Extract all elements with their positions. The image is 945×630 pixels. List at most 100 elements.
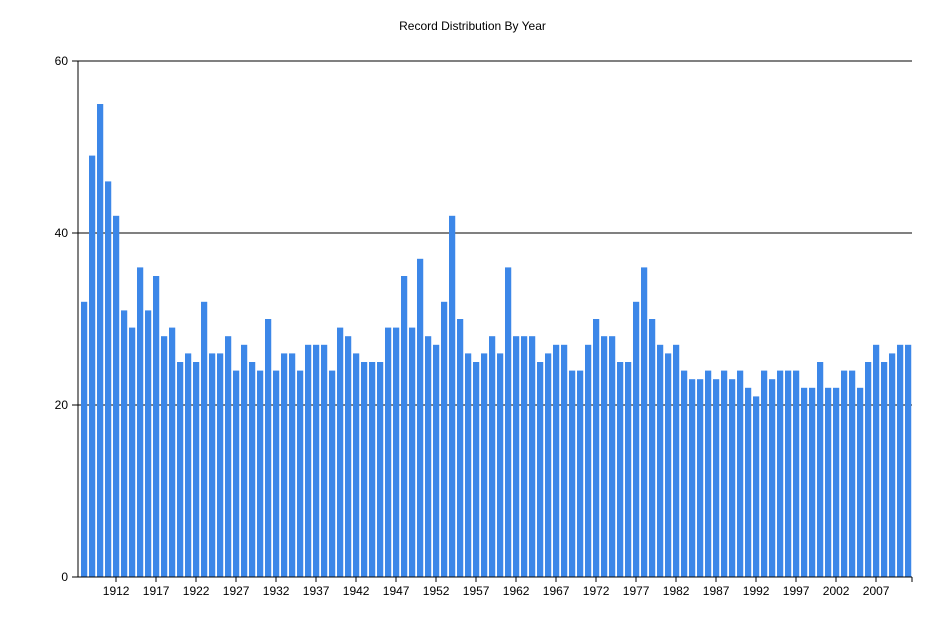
bar — [401, 276, 408, 577]
x-tick-label: 1992 — [743, 584, 770, 598]
x-tick-label: 1952 — [423, 584, 450, 598]
bar — [225, 336, 232, 577]
bar — [329, 370, 336, 577]
bar — [121, 310, 128, 577]
bar — [97, 104, 104, 577]
bar — [833, 387, 840, 577]
bar — [537, 362, 544, 577]
bar — [529, 336, 536, 577]
bar — [689, 379, 696, 577]
bar — [209, 353, 216, 577]
bar — [297, 370, 304, 577]
bar — [433, 344, 440, 577]
bar — [601, 336, 608, 577]
bar — [113, 215, 120, 578]
bar — [473, 362, 480, 577]
x-tick-label: 1997 — [783, 584, 810, 598]
bar — [657, 344, 664, 577]
bar — [169, 327, 176, 577]
bar — [785, 370, 792, 577]
x-tick-label: 1927 — [223, 584, 250, 598]
bar — [873, 344, 880, 577]
bar — [305, 344, 312, 577]
bar — [889, 353, 896, 577]
bar — [625, 362, 632, 577]
bar — [577, 370, 584, 577]
bar — [521, 336, 528, 577]
bar — [857, 387, 864, 577]
bar — [377, 362, 384, 577]
bar — [681, 370, 688, 577]
bar — [153, 276, 160, 577]
bar — [241, 344, 248, 577]
bar — [753, 396, 760, 577]
bar — [905, 344, 912, 577]
bar — [777, 370, 784, 577]
bar — [417, 258, 424, 577]
bar — [505, 267, 512, 577]
bar — [801, 387, 808, 577]
y-tick-label: 40 — [55, 226, 69, 240]
bar — [281, 353, 288, 577]
bar — [849, 370, 856, 577]
x-tick-label: 1917 — [143, 584, 170, 598]
bar — [713, 379, 720, 577]
bar — [809, 387, 816, 577]
bar — [81, 301, 88, 577]
y-tick-label: 20 — [55, 398, 69, 412]
bar — [641, 267, 648, 577]
bar — [265, 319, 272, 577]
bar — [497, 353, 504, 577]
bar — [201, 301, 208, 577]
x-tick-label: 1967 — [543, 584, 570, 598]
bar — [721, 370, 728, 577]
bar — [289, 353, 296, 577]
bar — [425, 336, 432, 577]
bar — [553, 344, 560, 577]
bar — [409, 327, 416, 577]
bar — [193, 362, 200, 577]
bar — [129, 327, 136, 577]
x-tick-label: 1932 — [263, 584, 290, 598]
bar — [233, 370, 240, 577]
bar — [825, 387, 832, 577]
bar — [881, 362, 888, 577]
bar — [665, 353, 672, 577]
bar — [769, 379, 776, 577]
bar — [729, 379, 736, 577]
bar — [177, 362, 184, 577]
bar — [145, 310, 152, 577]
x-tick-label: 1912 — [103, 584, 130, 598]
bar — [137, 267, 144, 577]
x-tick-label: 2007 — [863, 584, 890, 598]
bar — [257, 370, 264, 577]
bar — [89, 155, 96, 577]
bar — [865, 362, 872, 577]
bar — [561, 344, 568, 577]
bar — [633, 301, 640, 577]
bar — [457, 319, 464, 577]
y-tick-label: 0 — [61, 570, 68, 584]
x-tick-label: 1922 — [183, 584, 210, 598]
y-tick-label: 60 — [55, 54, 69, 68]
bar — [385, 327, 392, 577]
bar — [393, 327, 400, 577]
bar — [353, 353, 360, 577]
bar — [337, 327, 344, 577]
chart-title: Record Distribution By Year — [399, 19, 546, 33]
bar — [737, 370, 744, 577]
bar — [185, 353, 192, 577]
x-tick-label: 1942 — [343, 584, 370, 598]
bar — [697, 379, 704, 577]
bar — [449, 215, 456, 578]
bar — [745, 387, 752, 577]
bar — [345, 336, 352, 577]
x-tick-label: 1972 — [583, 584, 610, 598]
bar — [617, 362, 624, 577]
bar — [361, 362, 368, 577]
bar — [545, 353, 552, 577]
bar — [321, 344, 328, 577]
bar — [369, 362, 376, 577]
bar — [817, 362, 824, 577]
x-tick-label: 1982 — [663, 584, 690, 598]
